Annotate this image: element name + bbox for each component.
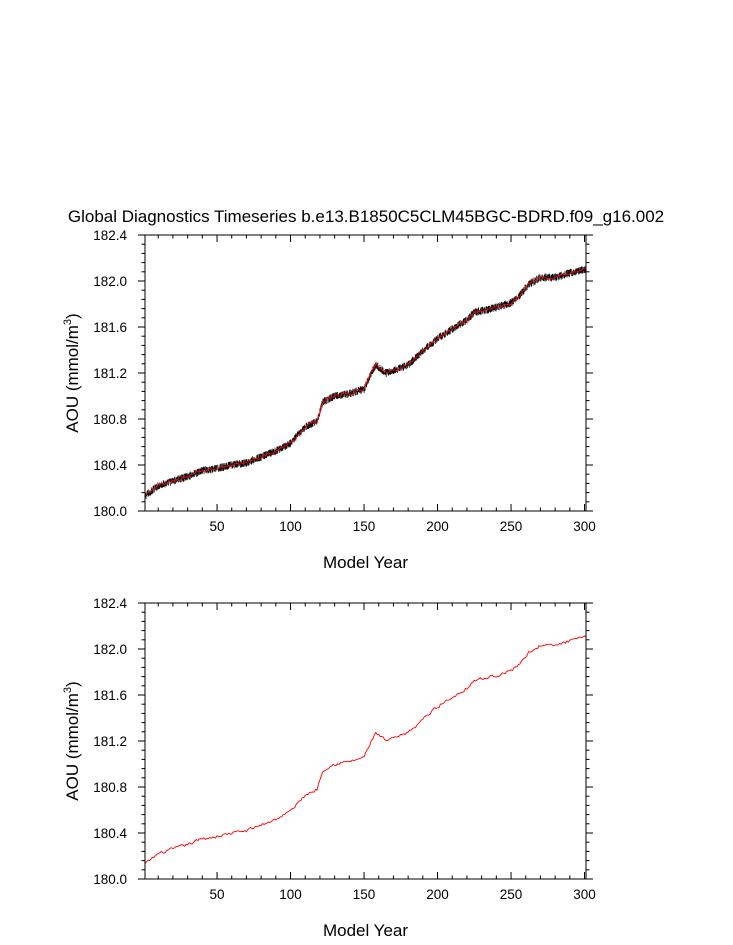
- x-axis-label: Model Year: [323, 921, 408, 940]
- y-tick-label: 180.8: [93, 412, 127, 427]
- y-tick-label: 181.6: [93, 320, 127, 335]
- x-axis-ticks: [157, 603, 586, 879]
- y-tick-label: 181.2: [93, 734, 127, 749]
- x-tick-label: 100: [279, 887, 302, 902]
- y-tick-label: 181.6: [93, 688, 127, 703]
- x-axis-ticks: [157, 235, 586, 511]
- y-axis-ticks: [138, 602, 593, 880]
- y-axis-label: AOU (mmol/m3): [62, 313, 82, 432]
- y-tick-label: 182.4: [93, 228, 127, 243]
- y-axis-label: AOU (mmol/m3): [62, 681, 82, 800]
- chart-title: Global Diagnostics Timeseries b.e13.B185…: [68, 207, 664, 226]
- panel-bottom: 50 100 150 200 250 300 180.0 180.4 180.8 181.2 181…: [62, 596, 596, 940]
- x-tick-label: 100: [279, 519, 302, 534]
- y-axis-ticks: [138, 234, 593, 512]
- y-tick-label: 180.4: [93, 826, 127, 841]
- y-tick-label: 180.0: [93, 504, 127, 519]
- x-tick-label: 250: [500, 519, 523, 534]
- y-tick-label: 180.0: [93, 872, 127, 887]
- x-tick-label: 150: [353, 519, 376, 534]
- y-label-superscript: 3: [62, 319, 74, 325]
- y-tick-label: 182.4: [93, 596, 127, 611]
- x-tick-label: 200: [426, 519, 449, 534]
- y-tick-label: 182.0: [93, 642, 127, 657]
- y-label-superscript: 3: [62, 687, 74, 693]
- y-label-close: ): [63, 313, 82, 319]
- x-tick-label: 200: [426, 887, 449, 902]
- x-axis-label: Model Year: [323, 553, 408, 572]
- x-tick-label: 50: [210, 887, 225, 902]
- y-label-text: AOU (mmol/m: [63, 693, 82, 801]
- series-line-annual: [145, 635, 586, 864]
- series-line-monthly: [145, 265, 586, 499]
- y-tick-label: 180.4: [93, 458, 127, 473]
- y-tick-label: 182.0: [93, 274, 127, 289]
- x-tick-label: 300: [573, 887, 596, 902]
- x-tick-label: 250: [500, 887, 523, 902]
- x-tick-label: 50: [210, 519, 225, 534]
- y-label-text: AOU (mmol/m: [63, 325, 82, 433]
- series-line-annual: [145, 267, 586, 496]
- y-tick-label: 181.2: [93, 366, 127, 381]
- x-tick-label: 150: [353, 887, 376, 902]
- y-tick-label: 180.8: [93, 780, 127, 795]
- y-label-close: ): [63, 681, 82, 687]
- panel-top: 50 100 150 200 250 300 180.0 180.4 180.8 181.2 181…: [62, 228, 596, 572]
- x-tick-label: 300: [573, 519, 596, 534]
- plot-frame: [144, 602, 587, 880]
